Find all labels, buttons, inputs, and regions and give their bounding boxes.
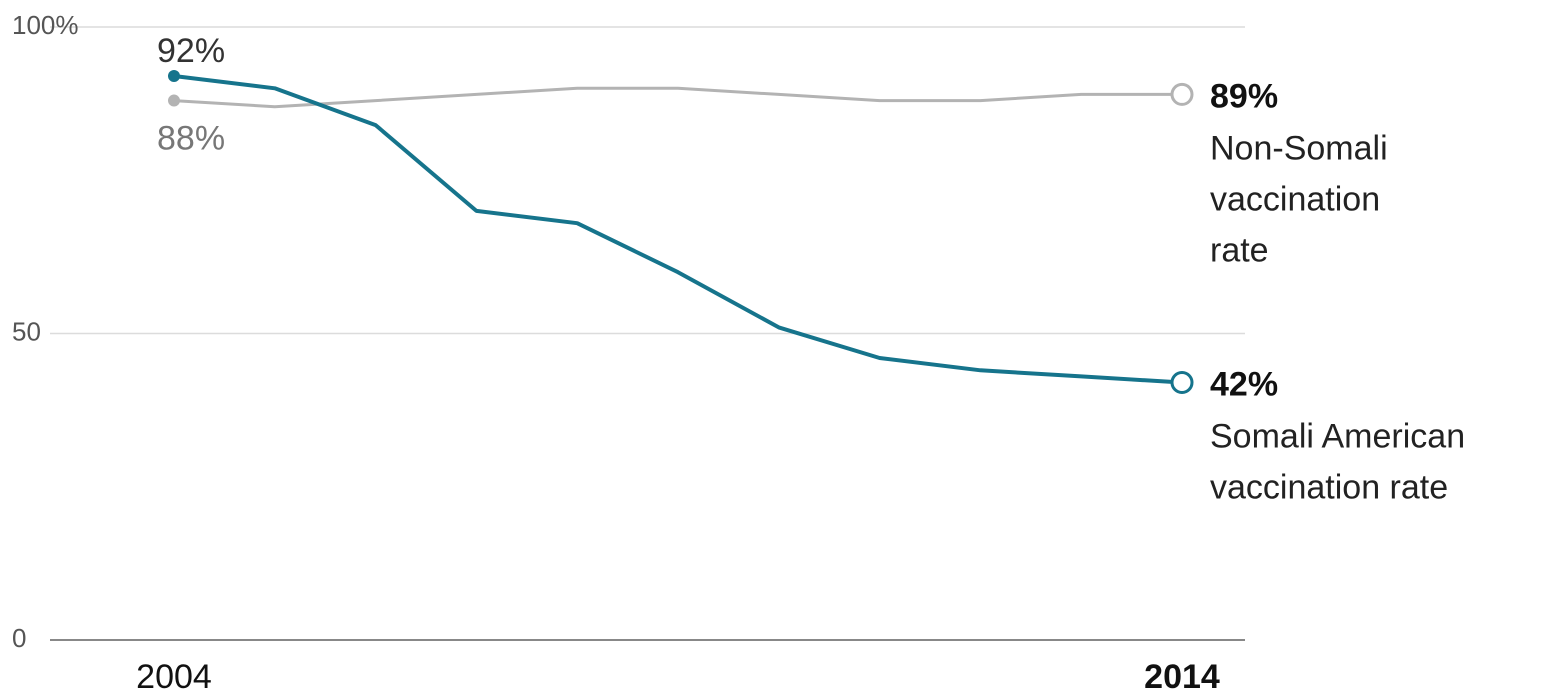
y-tick-label: 50 <box>12 317 41 347</box>
series-markers <box>168 70 1194 395</box>
gridlines <box>50 26 1245 641</box>
series-line-somali <box>172 74 1184 385</box>
series-name-line-non-somali: Non-Somali <box>1210 129 1388 167</box>
series-line-non-somali <box>172 86 1184 109</box>
y-tick-label: 0 <box>12 623 26 653</box>
x-axis-tick-labels: 2004 2014 <box>136 658 1220 694</box>
end-marker-non-somali <box>1170 82 1194 106</box>
start-value-label-somali: 92% <box>157 32 225 70</box>
x-tick-label: 2014 <box>1144 658 1220 694</box>
x-tick-label: 2004 <box>136 658 212 694</box>
end-value-label-somali: 42% <box>1210 366 1278 404</box>
series-name-line-somali: Somali American <box>1210 418 1465 456</box>
end-marker-somali <box>1170 371 1194 395</box>
series-name-line-non-somali: rate <box>1210 231 1269 269</box>
start-marker-somali <box>168 70 180 83</box>
y-tick-label: 100% <box>12 10 79 40</box>
series-name-line-non-somali: vaccination <box>1210 180 1380 218</box>
start-marker-non-somali <box>168 94 180 107</box>
series-name-line-somali: vaccination rate <box>1210 469 1448 507</box>
end-value-label-non-somali: 89% <box>1210 77 1278 115</box>
y-axis-tick-labels: 100% 50 0 <box>12 10 79 653</box>
start-value-label-non-somali: 88% <box>157 120 225 158</box>
series-labels: 88% 89% Non-Somali vaccination rate 92% 42% Som… <box>157 32 1465 507</box>
series-lines <box>172 74 1184 385</box>
